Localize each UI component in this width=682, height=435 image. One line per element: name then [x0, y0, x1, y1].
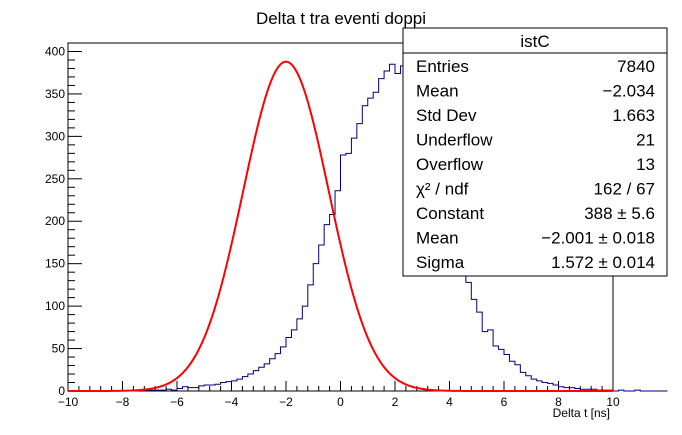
- stats-label: Entries: [416, 57, 469, 76]
- x-axis-title: Delta t [ns]: [553, 406, 610, 420]
- stats-label: Underflow: [416, 131, 493, 150]
- y-tick-label: 350: [45, 87, 65, 101]
- stats-value: 7840: [617, 57, 655, 76]
- stats-value: 13: [636, 155, 655, 174]
- y-tick-label: 150: [45, 257, 65, 271]
- x-tick-label: −4: [225, 395, 239, 409]
- chart-title: Delta t tra eventi doppi: [256, 9, 426, 28]
- x-axis: −10 −8 −6 −4 −2 0 2 4 6 8 10: [58, 381, 620, 409]
- stats-label: Overflow: [416, 155, 484, 174]
- stats-box-name: istC: [520, 32, 549, 51]
- y-tick-label: 400: [45, 44, 65, 58]
- y-tick-label: 0: [58, 384, 65, 398]
- stats-label: Mean: [416, 82, 459, 101]
- y-tick-label: 200: [45, 214, 65, 228]
- stats-label: Mean: [416, 229, 459, 248]
- x-tick-label: 10: [606, 395, 620, 409]
- stats-value: −2.001 ± 0.018: [541, 229, 655, 248]
- stats-value: 1.663: [612, 106, 655, 125]
- x-tick-label: 0: [337, 395, 344, 409]
- x-tick-label: 4: [446, 395, 453, 409]
- stats-value: 1.572 ± 0.014: [551, 253, 655, 272]
- x-tick-label: −10: [58, 395, 79, 409]
- stats-box-frame: [402, 27, 668, 277]
- histogram-series: [68, 62, 668, 392]
- stats-value: 21: [636, 131, 655, 150]
- stats-label: Sigma: [416, 253, 465, 272]
- y-tick-label: 250: [45, 172, 65, 186]
- y-axis: 0 50 100 150 200 250 300 350 400: [45, 42, 82, 398]
- x-tick-label: 6: [501, 395, 508, 409]
- stats-value: 388 ± 5.6: [584, 204, 655, 223]
- x-tick-label: 8: [555, 395, 562, 409]
- gaussian-fit-curve: [68, 60, 613, 392]
- stats-label: Std Dev: [416, 106, 477, 125]
- x-tick-label: −8: [116, 395, 130, 409]
- stats-label: χ² / ndf: [416, 180, 469, 199]
- stats-value: −2.034: [603, 82, 655, 101]
- x-tick-label: 2: [392, 395, 399, 409]
- stats-box: istC Entries 7840 Mean −2.034 Std Dev 1.663 Un…: [402, 27, 668, 277]
- x-tick-label: −2: [279, 395, 293, 409]
- y-tick-label: 100: [45, 299, 65, 313]
- stats-value: 162 / 67: [594, 180, 655, 199]
- y-tick-label: 50: [52, 342, 66, 356]
- stats-label: Constant: [416, 204, 484, 223]
- x-tick-label: −6: [170, 395, 184, 409]
- y-tick-label: 300: [45, 129, 65, 143]
